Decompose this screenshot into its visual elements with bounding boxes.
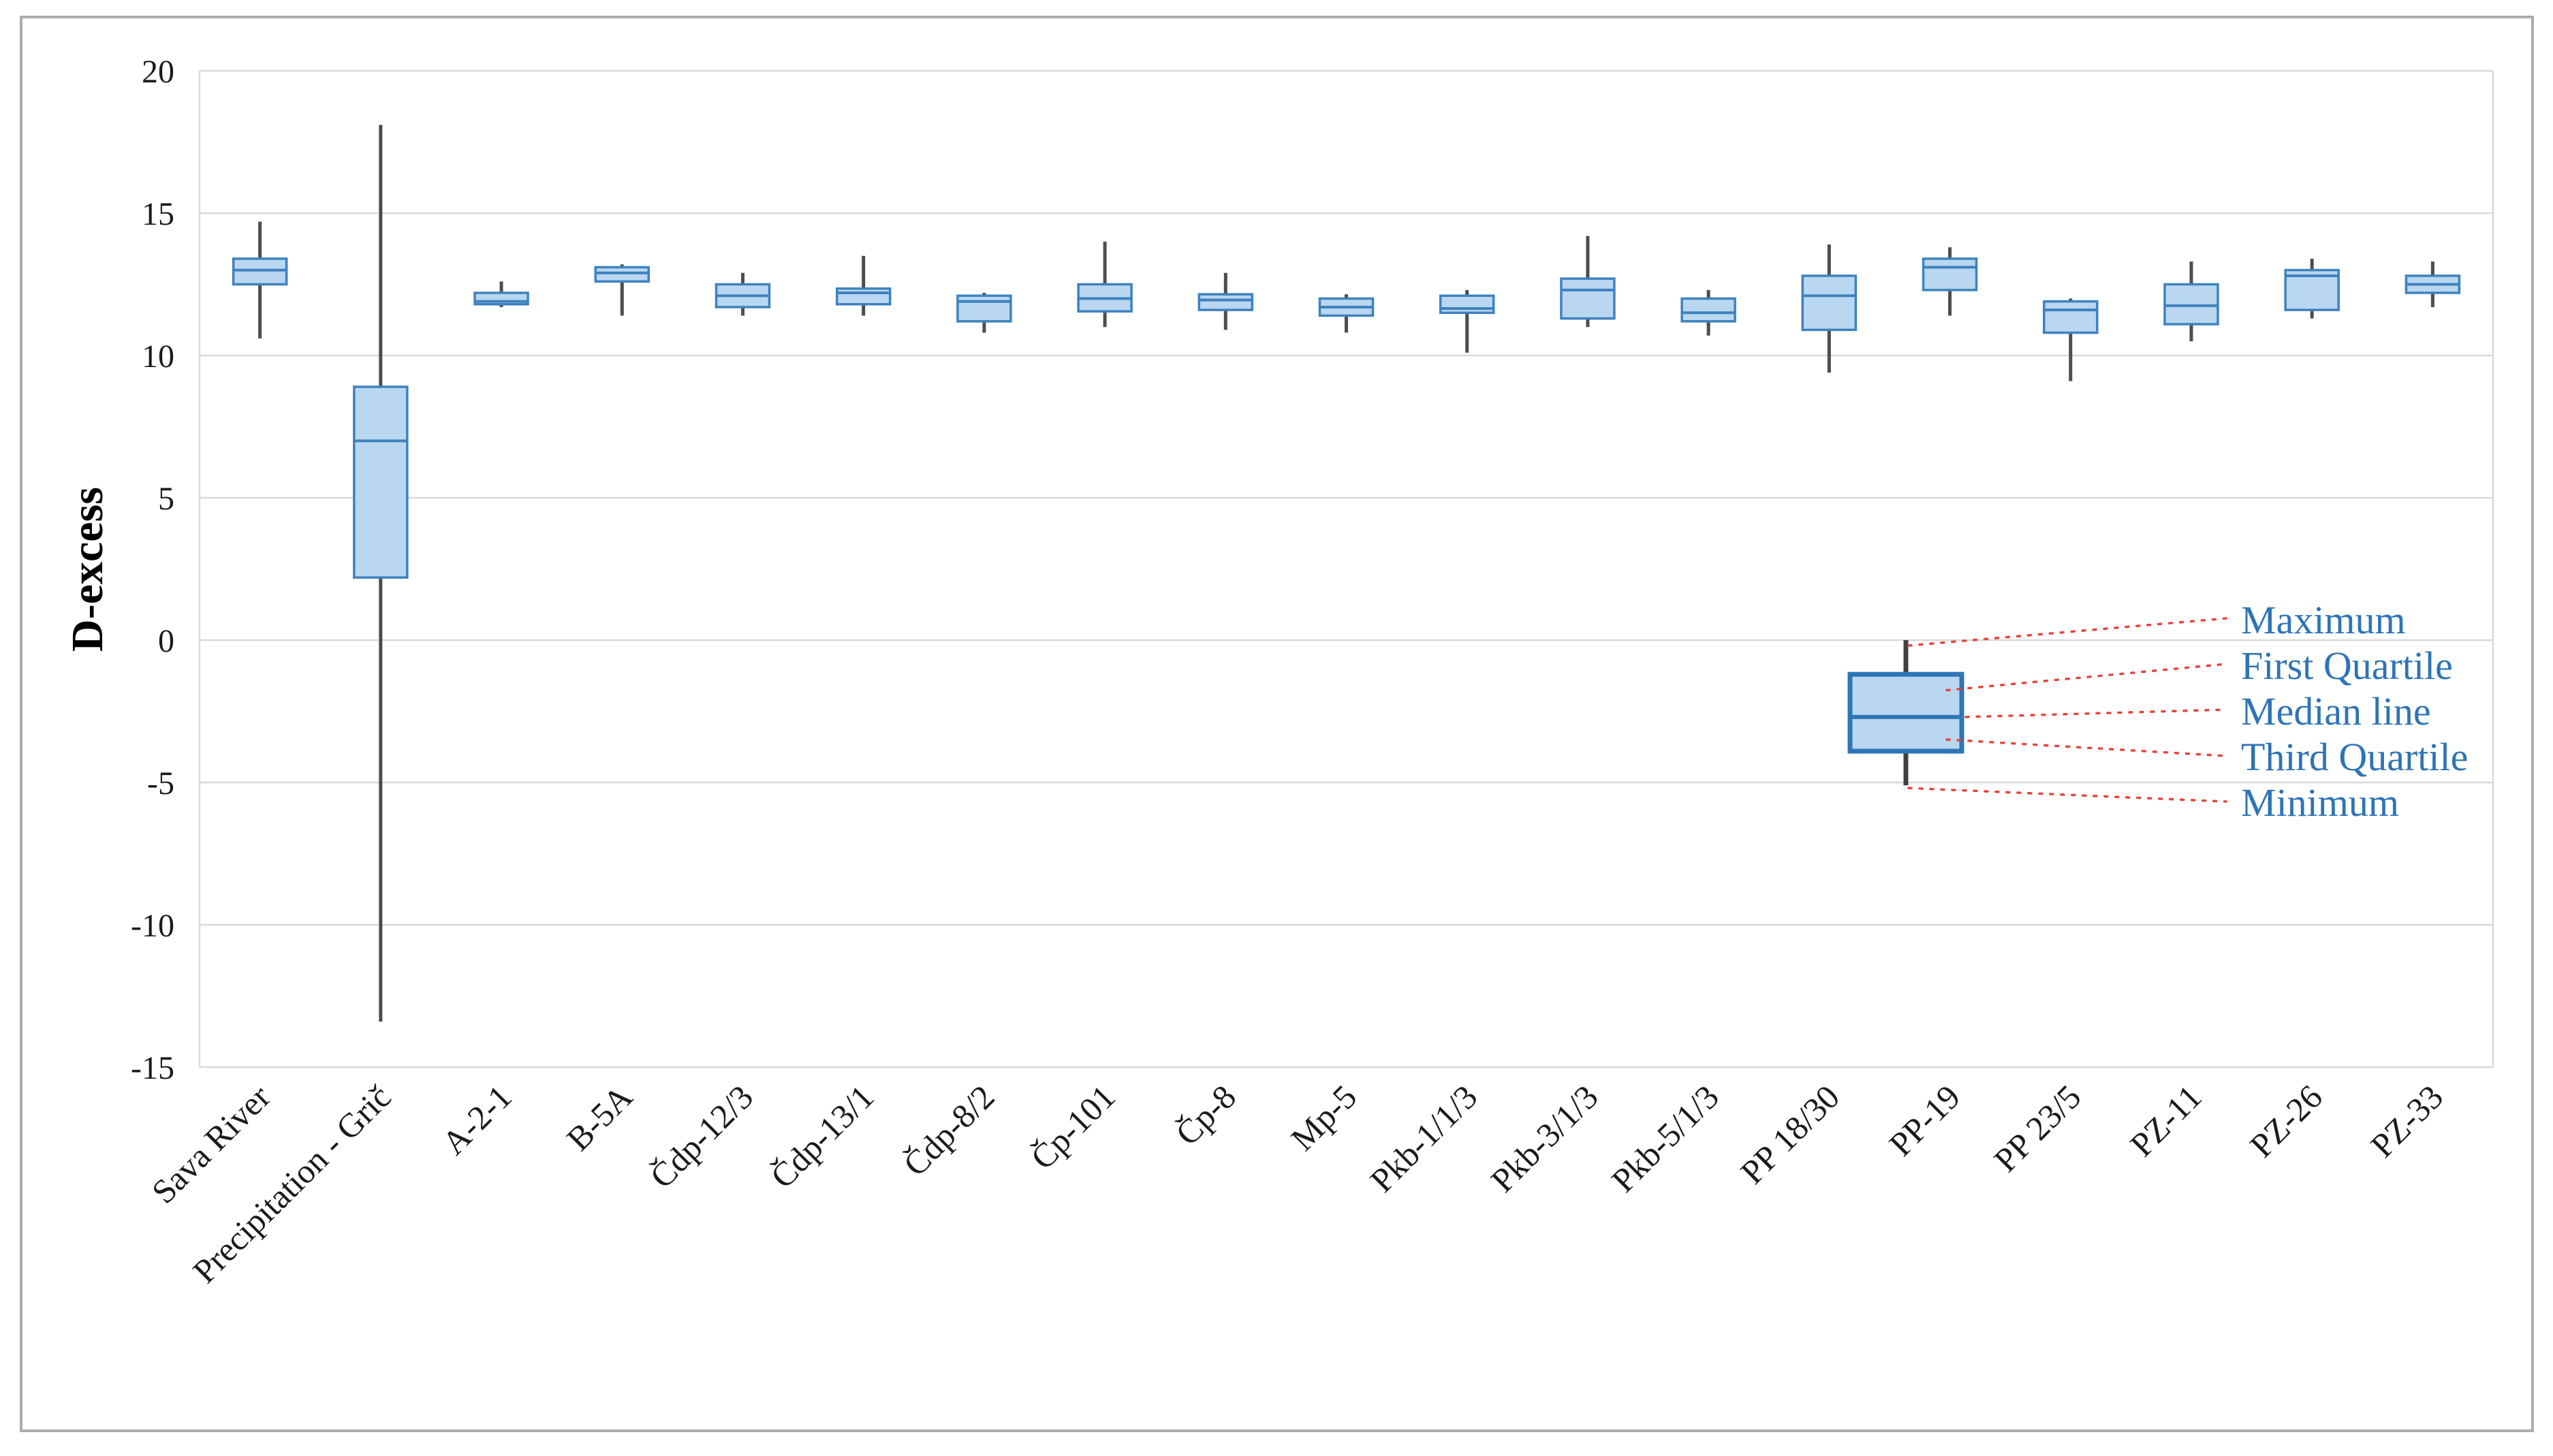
iqr-box — [1439, 294, 1495, 315]
x-category-label-PP 23/5: PP 23/5 — [1986, 1077, 2088, 1179]
legend-sample-boxplot — [1847, 640, 1964, 786]
legend-leader-lines — [1907, 617, 2227, 803]
x-category-label-B-5A: B-5A — [559, 1077, 640, 1158]
x-category-label-Čdp-12/3: Čdp-12/3 — [642, 1077, 760, 1195]
x-category-label-Mp-5: Mp-5 — [1283, 1077, 1364, 1158]
iqr-box — [353, 385, 409, 579]
box-series — [232, 125, 2461, 1022]
legend-label-median-line: Median line — [2241, 689, 2431, 733]
boxplot-Čp-101 — [1077, 241, 1133, 328]
x-category-label-PZ-26: PZ-26 — [2242, 1077, 2330, 1165]
x-category-label-PP-19: PP-19 — [1881, 1077, 1967, 1163]
x-category-label-PP 18/30: PP 18/30 — [1733, 1077, 1847, 1191]
x-category-label-Pkb-3/1/3: Pkb-3/1/3 — [1484, 1077, 1606, 1199]
x-category-label-Čdp-8/2: Čdp-8/2 — [896, 1077, 1001, 1183]
leader-line-third-quartile — [1945, 738, 2227, 757]
y-axis-tick-labels: 20 15 10 5 0 -5 -10 -15 — [131, 54, 174, 1086]
iqr-box — [1197, 293, 1254, 311]
boxplot-Čdp-13/1 — [835, 255, 892, 316]
x-category-label-Pkb-5/1/3: Pkb-5/1/3 — [1604, 1077, 1726, 1199]
iqr-box — [956, 294, 1012, 323]
boxplot-Pkb-3/1/3 — [1560, 236, 1616, 328]
figure-border — [20, 16, 2534, 1432]
iqr-box — [1680, 297, 1736, 323]
boxplot-Čp-8 — [1197, 272, 1254, 330]
boxplot-Pkb-1/1/3 — [1439, 289, 1495, 353]
leader-line-minimum — [1907, 787, 2227, 803]
iqr-box — [1801, 274, 1858, 332]
y-tick-label-15: 15 — [142, 196, 174, 232]
legend-iqr-box — [1847, 671, 1964, 754]
x-category-label-Čp-101: Čp-101 — [1023, 1077, 1123, 1177]
boxplot-Sava River — [232, 221, 288, 338]
boxplot-PP-19 — [1922, 247, 1978, 316]
legend-label-maximum: Maximum — [2241, 598, 2406, 642]
x-category-label-PZ-11: PZ-11 — [2123, 1077, 2209, 1164]
iqr-box — [1922, 257, 1978, 291]
x-category-label-Čp-8: Čp-8 — [1168, 1077, 1243, 1152]
leader-line-maximum — [1907, 617, 2227, 647]
y-tick-label-0: 0 — [158, 623, 174, 659]
y-tick-label--10: -10 — [131, 908, 174, 944]
boxplot-PP 18/30 — [1801, 244, 1858, 373]
boxplot-PP 23/5 — [2043, 298, 2099, 381]
boxplot-B-5A — [594, 264, 650, 316]
leader-line-median-line — [1964, 708, 2227, 718]
iqr-box — [594, 266, 650, 283]
iqr-box — [1560, 277, 1616, 320]
legend-label-third-quartile: Third Quartile — [2241, 735, 2468, 779]
x-category-label-PZ-33: PZ-33 — [2363, 1077, 2450, 1165]
y-axis-title: D-excess — [63, 487, 112, 652]
iqr-box — [232, 257, 288, 286]
x-category-label-Pkb-1/1/3: Pkb-1/1/3 — [1362, 1077, 1484, 1199]
x-category-label-Precipitation - Grič: Precipitation - Grič — [185, 1077, 398, 1291]
legend-label-minimum: Minimum — [2241, 780, 2399, 825]
boxplot-A-2-1 — [473, 281, 529, 307]
iqr-box — [835, 287, 892, 306]
y-tick-label--15: -15 — [131, 1050, 174, 1086]
y-tick-label-20: 20 — [142, 54, 174, 90]
x-category-label-A-2-1: A-2-1 — [435, 1077, 519, 1162]
y-tick-label-10: 10 — [142, 338, 174, 375]
boxplot-Mp-5 — [1318, 294, 1375, 333]
iqr-box — [2163, 283, 2219, 326]
y-tick-label-5: 5 — [158, 481, 174, 517]
boxplot-PZ-26 — [2284, 258, 2340, 319]
boxplot-Pkb-5/1/3 — [1680, 289, 1736, 336]
leader-line-first-quartile — [1945, 663, 2227, 692]
y-tick-label--5: -5 — [147, 765, 174, 802]
legend-label-first-quartile: First Quartile — [2241, 644, 2453, 688]
iqr-box — [2043, 300, 2099, 334]
boxplot-Čdp-8/2 — [956, 293, 1012, 333]
gridlines — [198, 69, 2494, 1069]
legend-labels: Maximum First Quartile Median line Third… — [2241, 598, 2468, 825]
boxplot-PZ-11 — [2163, 262, 2219, 342]
boxplot-Precipitation - Grič — [353, 125, 409, 1022]
boxplot-Čdp-12/3 — [715, 272, 771, 316]
x-category-label-Čdp-13/1: Čdp-13/1 — [763, 1077, 881, 1195]
boxplot-PZ-33 — [2405, 262, 2461, 307]
